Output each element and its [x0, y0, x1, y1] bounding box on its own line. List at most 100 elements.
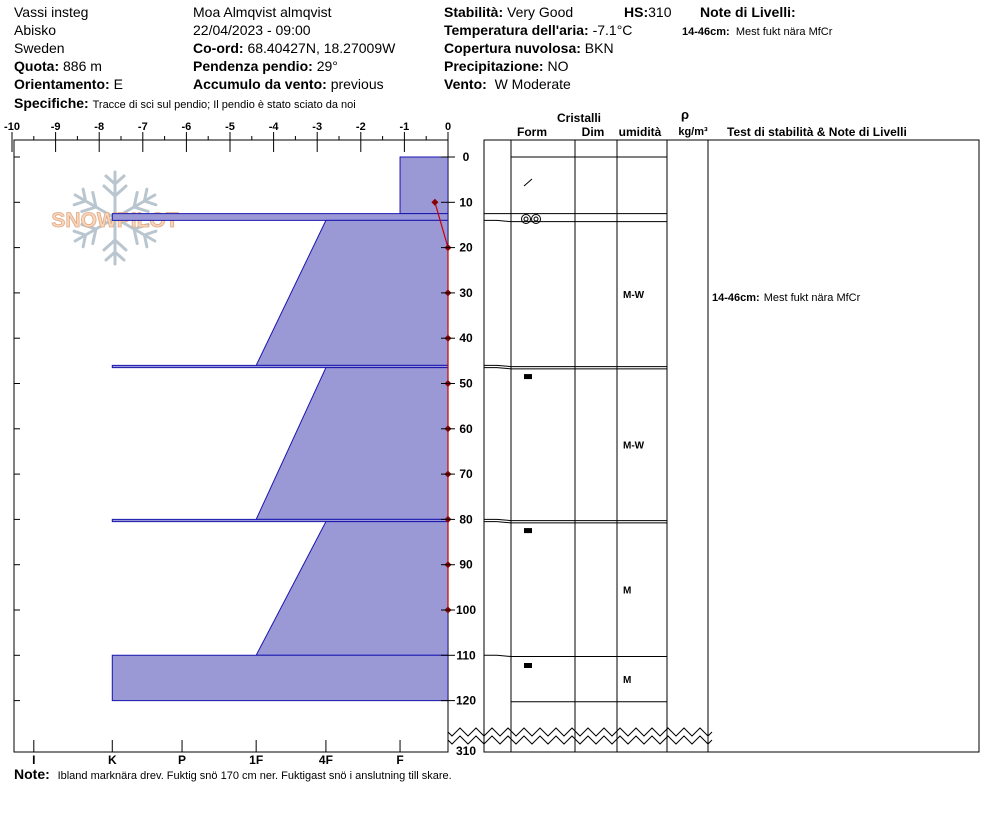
- stability: Stabilità: Very Good: [444, 4, 573, 20]
- layer-connector: [484, 219, 512, 223]
- moisture-label: M-W: [623, 441, 645, 452]
- temp-tick-label: -9: [51, 121, 61, 133]
- depth-label: 60: [459, 422, 473, 436]
- depth-break-label: 310: [456, 744, 476, 758]
- region: Abisko: [14, 22, 57, 38]
- wind-loading: Accumulo da vento: previous: [193, 76, 384, 92]
- hardness-label: K: [108, 753, 117, 767]
- depth-label: 0: [463, 150, 470, 164]
- depth-label: 90: [459, 558, 473, 572]
- temp-tick-label: -10: [4, 121, 20, 133]
- note-text: Ibland marknära drev. Fuktig snö 170 cm …: [57, 770, 452, 782]
- temp-tick-label: -2: [356, 121, 366, 133]
- datetime: 22/04/2023 - 09:00: [193, 22, 311, 38]
- hardness-axis: I K P 1F 4F F: [32, 740, 404, 767]
- hardness-profile: [111, 156, 448, 702]
- slope-value: 29°: [316, 58, 338, 74]
- tests-note-range: 14-46cm:: [712, 292, 760, 304]
- temp-tick-label: -3: [312, 121, 322, 133]
- hardness-label: F: [396, 753, 403, 767]
- hardness-layer: [399, 156, 448, 215]
- snowflake-icon: [68, 170, 162, 266]
- depth-break-marker: [447, 727, 713, 745]
- aspect-value: E: [113, 76, 123, 92]
- aspect: Orientamento: E: [14, 76, 123, 92]
- layer-note: 14-46cm: Mest fukt nära MfCr: [682, 24, 832, 40]
- depth-label: 100: [456, 603, 476, 617]
- specifics-label: Specifiche:: [14, 95, 89, 111]
- depth-label: 80: [459, 512, 473, 526]
- depth-label: 10: [459, 195, 473, 209]
- hardness-layer: [111, 364, 448, 369]
- melt-freeze-crust-icon: [524, 528, 532, 534]
- melt-forms-icon: [521, 214, 541, 224]
- hardness-layer: [255, 521, 448, 656]
- hardness-label: 4F: [319, 753, 333, 767]
- precip-value: NO: [547, 58, 569, 74]
- precipitation: Precipitazione: NO: [444, 58, 568, 74]
- layer-table: [483, 139, 709, 753]
- temp-tick-label: -1: [400, 121, 410, 133]
- depth-label: 20: [459, 241, 473, 255]
- layer-connector: [484, 521, 512, 524]
- hardness-label: P: [178, 753, 186, 767]
- moisture-label: M-W: [623, 290, 645, 301]
- coord-label: Co-ord:: [193, 40, 244, 56]
- wind-loading-value: previous: [330, 76, 384, 92]
- layer-connector: [484, 367, 512, 370]
- moisture-label: M: [623, 586, 631, 597]
- temp-tick-label: 0: [445, 121, 451, 133]
- observer: Moa Almqvist almqvist: [193, 4, 332, 20]
- layer-connector: [484, 518, 512, 522]
- temperature-axis: -10 -9 -8 -7 -6 -5 -4 -3 -2 -1 0: [4, 121, 451, 152]
- stability-value: Very Good: [507, 4, 574, 20]
- tests-header: Test di stabilità & Note di Livelli: [727, 125, 907, 139]
- elevation-label: Quota:: [14, 58, 60, 74]
- temperature-line: [434, 202, 449, 610]
- specifics-text: Tracce di sci sul pendio; Il pendio è st…: [92, 99, 356, 111]
- slope-label: Pendenza pendio:: [193, 58, 313, 74]
- air-temp-label: Temperatura dell'aria:: [444, 22, 589, 38]
- slope: Pendenza pendio: 29°: [193, 58, 338, 74]
- note-label: Note:: [14, 766, 50, 782]
- melt-freeze-crust-icon: [524, 374, 532, 380]
- depth-label: 50: [459, 377, 473, 391]
- depth-label: 30: [459, 286, 473, 300]
- sky-cover: Copertura nuvolosa: BKN: [444, 40, 614, 56]
- layer-note-text: Mest fukt nära MfCr: [735, 26, 833, 38]
- footer-note: Note: Ibland marknära drev. Fuktig snö 1…: [14, 766, 452, 784]
- country: Sweden: [14, 40, 65, 56]
- layer-notes-title: Note di Livelli:: [700, 4, 796, 20]
- layer-note-range: 14-46cm:: [682, 26, 730, 38]
- density-symbol: ρ: [681, 107, 689, 122]
- elevation-value: 886 m: [63, 58, 102, 74]
- layer-rows: M-W M-W M M: [447, 156, 713, 745]
- elevation: Quota: 886 m: [14, 58, 102, 74]
- tests-note-text: Mest fukt nära MfCr: [764, 292, 861, 304]
- stability-label: Stabilità:: [444, 4, 504, 20]
- air-temperature: Temperatura dell'aria: -7.1°C: [444, 22, 632, 38]
- tests-layer-note: 14-46cm: Mest fukt nära MfCr: [712, 292, 861, 304]
- air-temp-value: -7.1°C: [592, 22, 633, 38]
- wind-value: W Moderate: [494, 76, 571, 92]
- depth-label: 110: [456, 648, 476, 662]
- depth-label: 70: [459, 467, 473, 481]
- layer-connector: [484, 364, 512, 368]
- layer-connector: [484, 654, 512, 657]
- specifics: Specifiche: Tracce di sci sul pendio; Il…: [14, 95, 356, 113]
- hs-value: 310: [648, 4, 672, 20]
- crystals-header: Cristalli: [557, 111, 601, 125]
- temp-tick-label: -7: [138, 121, 148, 133]
- melt-freeze-crust-icon: [524, 663, 532, 668]
- wind-label: Vento:: [444, 76, 487, 92]
- dim-header: Dim: [582, 125, 605, 139]
- moisture-label: M: [623, 675, 631, 686]
- temp-tick-label: -5: [225, 121, 235, 133]
- hardness-layer: [111, 518, 448, 523]
- temp-tick-label: -6: [182, 121, 192, 133]
- aspect-label: Orientamento:: [14, 76, 110, 92]
- precipitation-particles-icon: [523, 178, 533, 187]
- temp-tick-label: -4: [269, 121, 280, 133]
- hardness-label: I: [32, 753, 35, 767]
